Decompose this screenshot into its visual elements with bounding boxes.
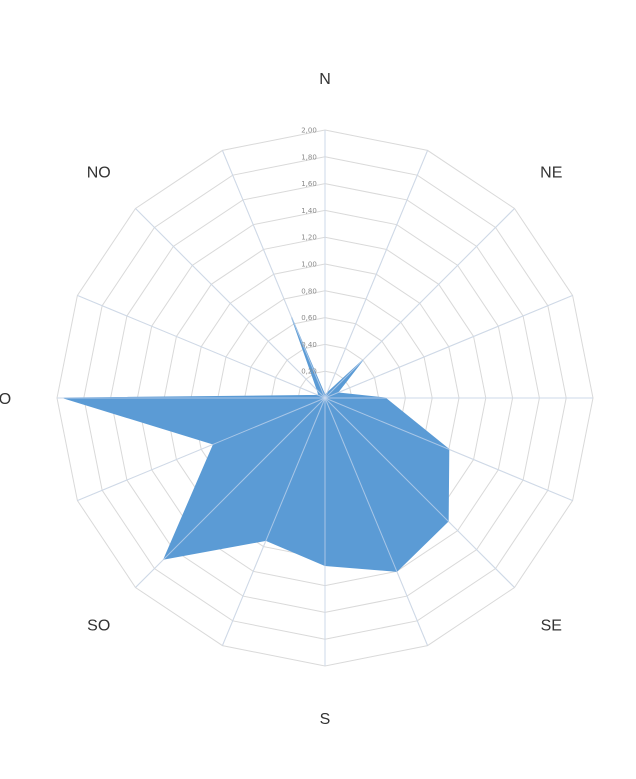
spoke-line xyxy=(135,397,326,588)
direction-labels: NNEESESSOONO xyxy=(0,71,562,728)
spoke-line xyxy=(135,208,326,399)
spoke-line xyxy=(324,397,573,502)
direction-label: SE xyxy=(541,617,562,634)
radial-tick-labels: 0,20 0,40 0,60 0,80 1,00 1,20 1,40 1,60 1,80 2,00 xyxy=(301,127,317,376)
spoke-line xyxy=(221,397,326,646)
spoke-line xyxy=(77,294,326,399)
direction-label: S xyxy=(320,711,331,728)
direction-label: N xyxy=(319,71,331,88)
spoke-line xyxy=(324,397,429,646)
direction-label: NO xyxy=(87,165,111,182)
tick-label: 0,60 xyxy=(301,314,317,322)
direction-label: O xyxy=(0,391,11,408)
spoke-line xyxy=(324,294,573,399)
tick-label: 0,80 xyxy=(301,287,317,295)
tick-label: 1,00 xyxy=(301,261,317,269)
spoke-line xyxy=(221,150,326,399)
direction-label: SO xyxy=(87,617,110,634)
direction-label: NE xyxy=(540,165,562,182)
spoke-line xyxy=(77,397,326,502)
spoke-line xyxy=(324,208,515,399)
spoke-line xyxy=(324,150,429,399)
tick-label: 1,60 xyxy=(301,180,317,188)
spoke-line xyxy=(324,397,515,588)
tick-label: 1,80 xyxy=(301,153,317,161)
tick-label: 1,20 xyxy=(301,234,317,242)
tick-label: 0,40 xyxy=(301,341,317,349)
tick-label: 0,20 xyxy=(301,368,317,376)
tick-label: 2,00 xyxy=(301,127,317,135)
tick-label: 1,40 xyxy=(301,207,317,215)
spoke-overlay xyxy=(57,130,593,666)
